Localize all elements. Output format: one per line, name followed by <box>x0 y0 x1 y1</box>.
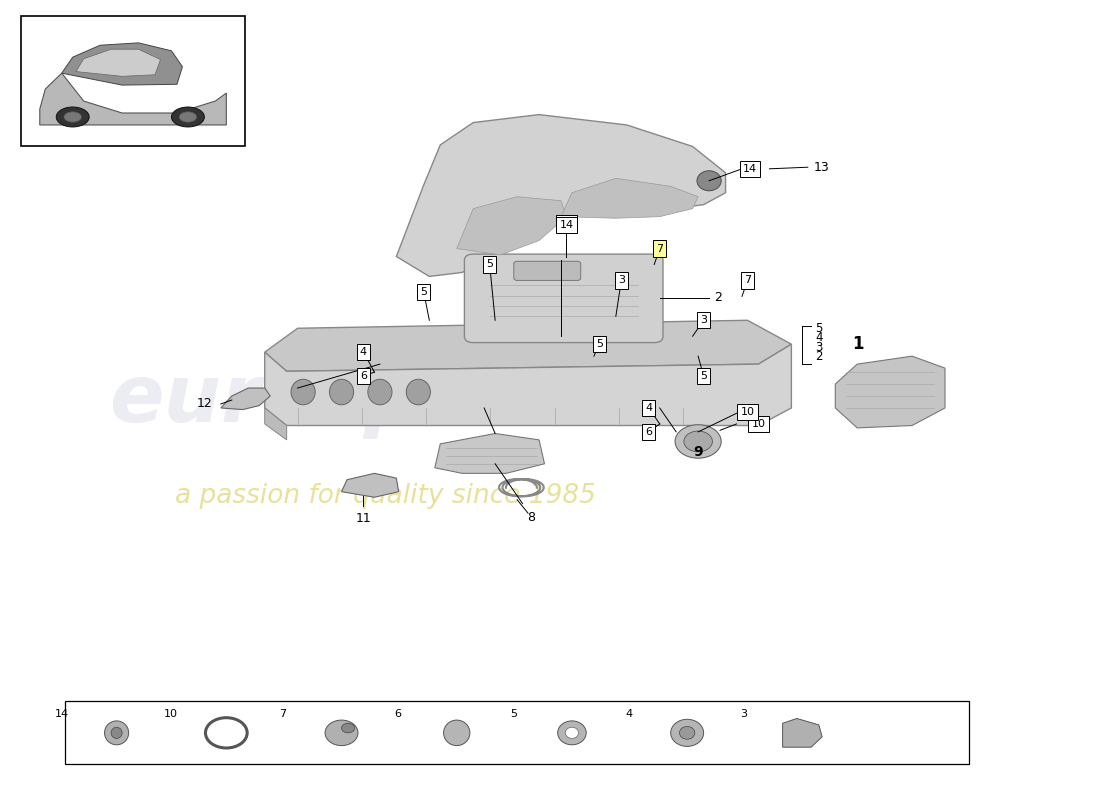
Polygon shape <box>221 388 271 410</box>
Ellipse shape <box>671 719 704 746</box>
Text: 6: 6 <box>395 710 402 719</box>
Text: 3: 3 <box>618 275 625 286</box>
Polygon shape <box>561 178 698 218</box>
Text: a passion for quality since 1985: a passion for quality since 1985 <box>175 482 596 509</box>
Polygon shape <box>835 356 945 428</box>
Text: 5: 5 <box>420 287 427 298</box>
Text: 5: 5 <box>815 322 823 334</box>
Polygon shape <box>265 344 791 426</box>
Polygon shape <box>341 474 398 498</box>
Text: 5: 5 <box>700 371 707 381</box>
Ellipse shape <box>111 727 122 738</box>
Text: 4: 4 <box>646 403 652 413</box>
Ellipse shape <box>406 379 430 405</box>
Text: 4: 4 <box>625 710 632 719</box>
Polygon shape <box>396 114 726 277</box>
Polygon shape <box>265 320 791 371</box>
Ellipse shape <box>56 107 89 127</box>
Text: 5: 5 <box>510 710 517 719</box>
Ellipse shape <box>330 379 353 405</box>
FancyBboxPatch shape <box>514 262 581 281</box>
Ellipse shape <box>172 107 205 127</box>
Polygon shape <box>456 197 566 255</box>
Text: 8: 8 <box>527 511 536 525</box>
Ellipse shape <box>64 112 81 122</box>
Text: 13: 13 <box>813 161 829 174</box>
Text: 12: 12 <box>197 398 212 410</box>
Text: 6: 6 <box>646 427 652 437</box>
Ellipse shape <box>697 170 722 190</box>
Ellipse shape <box>326 720 358 746</box>
Ellipse shape <box>565 727 579 738</box>
Text: 7: 7 <box>279 710 287 719</box>
Text: 3: 3 <box>700 315 707 326</box>
FancyBboxPatch shape <box>65 702 969 764</box>
Text: 6: 6 <box>360 371 367 381</box>
Ellipse shape <box>680 726 695 739</box>
Ellipse shape <box>206 718 248 748</box>
Text: 14: 14 <box>560 218 573 228</box>
Text: 9: 9 <box>693 445 703 459</box>
Text: 2: 2 <box>715 291 723 305</box>
Ellipse shape <box>684 431 713 452</box>
Text: 14: 14 <box>55 710 68 719</box>
Ellipse shape <box>443 720 470 746</box>
Text: 1: 1 <box>851 335 864 353</box>
Text: 10: 10 <box>740 407 755 417</box>
Polygon shape <box>265 408 287 440</box>
Text: 7: 7 <box>657 243 663 254</box>
Polygon shape <box>40 73 227 125</box>
FancyBboxPatch shape <box>21 16 245 146</box>
Ellipse shape <box>104 721 129 745</box>
Text: 10: 10 <box>164 710 178 719</box>
Polygon shape <box>434 434 544 474</box>
Text: eurospares: eurospares <box>109 361 618 439</box>
Text: 5: 5 <box>486 259 493 270</box>
Text: 7: 7 <box>744 275 751 286</box>
Ellipse shape <box>675 425 722 458</box>
Text: 11: 11 <box>355 512 372 525</box>
Text: 2: 2 <box>815 350 823 363</box>
Ellipse shape <box>367 379 392 405</box>
Text: 3: 3 <box>815 341 823 354</box>
FancyBboxPatch shape <box>464 254 663 342</box>
Text: 5: 5 <box>596 339 603 349</box>
Ellipse shape <box>292 379 316 405</box>
Text: 14: 14 <box>560 220 573 230</box>
Ellipse shape <box>341 723 354 733</box>
Ellipse shape <box>179 112 197 122</box>
Polygon shape <box>76 50 161 76</box>
Text: 10: 10 <box>751 419 766 429</box>
Text: 14: 14 <box>742 164 757 174</box>
Text: 3: 3 <box>740 710 747 719</box>
Text: 4: 4 <box>815 331 823 344</box>
Polygon shape <box>62 43 183 85</box>
Ellipse shape <box>558 721 586 745</box>
Polygon shape <box>782 718 822 747</box>
Text: 4: 4 <box>360 347 367 357</box>
